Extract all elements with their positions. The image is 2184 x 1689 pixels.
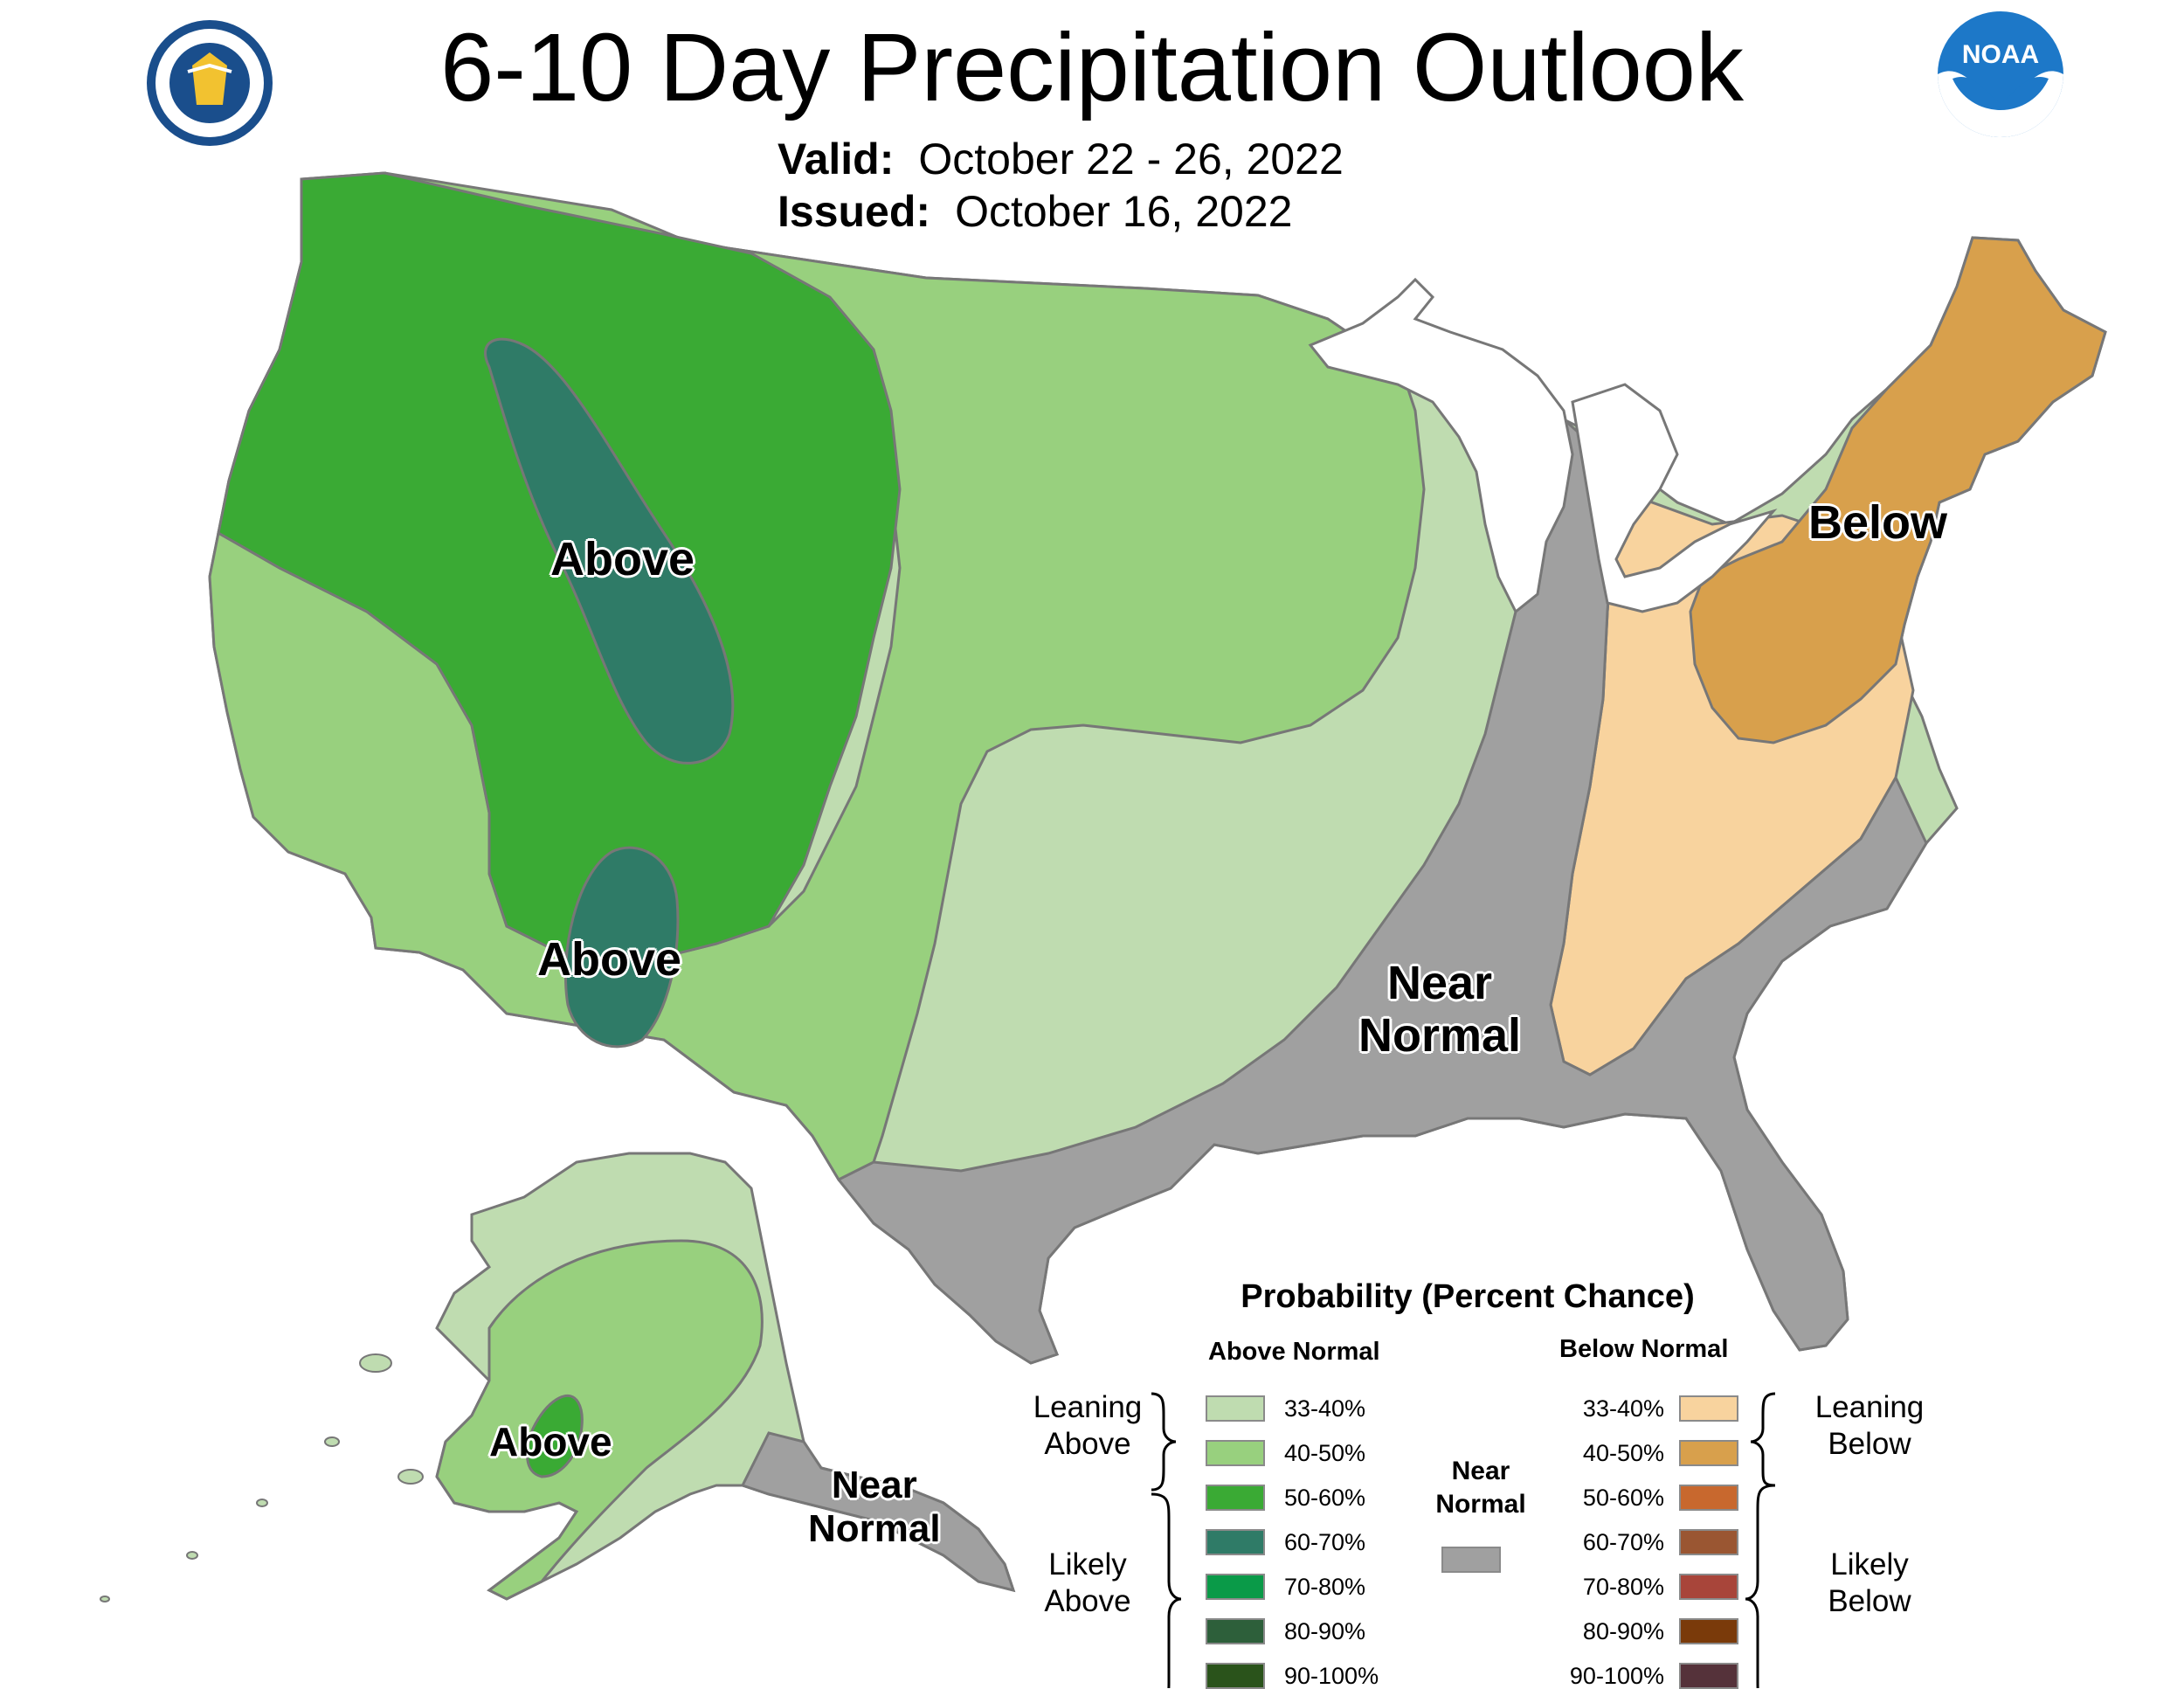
- likely-below-line1: Likely: [1830, 1547, 1909, 1582]
- map-label-near-line1: Near: [1386, 957, 1493, 1009]
- below-swatch: [1679, 1574, 1738, 1600]
- legend-below-head: Below Normal: [1559, 1335, 1729, 1363]
- near-normal-region: [809, 417, 1928, 1365]
- above-core-south: [564, 846, 680, 1049]
- department-of-commerce-seal-icon: [147, 20, 273, 146]
- near-normal-legend-line2: Normal: [1435, 1490, 1526, 1519]
- above-swatch: [1206, 1529, 1265, 1555]
- near-normal-legend-label: Near Normal: [1406, 1455, 1555, 1521]
- above-percent-label: 50-60%: [1284, 1485, 1366, 1511]
- likely-below-line2: Below: [1828, 1584, 1911, 1618]
- above-percent-label: 70-80%: [1284, 1574, 1366, 1600]
- map-label-above-south: Above: [537, 933, 682, 986]
- above-swatch: [1206, 1574, 1265, 1600]
- noaa-logo-text: NOAA: [1962, 40, 2039, 69]
- likely-below-label: Likely Below: [1795, 1547, 1944, 1620]
- valid-value: October 22 - 26, 2022: [918, 135, 1344, 183]
- aleutian-islands: [100, 1353, 424, 1602]
- below-percent-label: 70-80%: [1582, 1574, 1664, 1600]
- map-label-above-north: Above: [550, 533, 695, 585]
- leaning-above-line1: Leaning: [1033, 1390, 1143, 1424]
- issued-row: Issued: October 16, 2022: [778, 185, 1292, 238]
- below-swatch: [1679, 1485, 1738, 1511]
- issued-label: Issued:: [778, 187, 931, 236]
- below-percent-label: 40-50%: [1582, 1440, 1664, 1466]
- likely-above-line2: Above: [1044, 1584, 1131, 1618]
- below-percent-label: 33-40%: [1582, 1395, 1664, 1422]
- noaa-logo-icon: NOAA: [1938, 11, 2063, 137]
- below-region-northeast: [1689, 236, 2107, 744]
- leaning-below-line1: Leaning: [1814, 1390, 1925, 1424]
- below-swatch: [1679, 1618, 1738, 1644]
- alaska-above-core: [525, 1395, 584, 1478]
- leaning-below-line2: Below: [1828, 1427, 1911, 1461]
- map-label-below: Below: [1808, 496, 1948, 549]
- alaska-leaning-above-region: [435, 1239, 764, 1601]
- above-percent-label: 40-50%: [1284, 1440, 1366, 1466]
- alaska-near-normal-region: [740, 1431, 1016, 1593]
- map-label-normal-line2: Normal: [1358, 1009, 1522, 1062]
- map-label-alaska-above: Above: [489, 1419, 612, 1464]
- page-title: 6-10 Day Precipitation Outlook: [440, 14, 1744, 121]
- valid-label: Valid:: [778, 135, 895, 183]
- below-swatch: [1679, 1395, 1738, 1422]
- below-percent-label: 60-70%: [1582, 1529, 1664, 1555]
- legend-brackets: [1151, 1392, 1776, 1688]
- issued-value: October 16, 2022: [955, 187, 1293, 236]
- great-lakes: [1308, 277, 1778, 614]
- above-percent-label: 60-70%: [1284, 1529, 1366, 1555]
- above-swatch: [1206, 1618, 1265, 1644]
- near-normal-swatch: [1441, 1547, 1501, 1573]
- below-swatch: [1679, 1440, 1738, 1466]
- below-swatch: [1679, 1663, 1738, 1689]
- above-swatch: [1206, 1440, 1265, 1466]
- below-percent-label: 50-60%: [1582, 1485, 1664, 1511]
- above-percent-label: 33-40%: [1284, 1395, 1366, 1422]
- leaning-above-region: [208, 171, 1426, 1181]
- map-label-alaska-near-normal: Near Normal: [808, 1464, 941, 1551]
- above-percent-label: 90-100%: [1284, 1663, 1379, 1689]
- above-swatch: [1206, 1485, 1265, 1511]
- above-swatch: [1206, 1395, 1265, 1422]
- legend-title: Probability (Percent Chance): [1241, 1278, 1695, 1315]
- map-label-alaska-normal-line2: Normal: [808, 1507, 941, 1550]
- leaning-above-label: Leaning Above: [1013, 1389, 1162, 1463]
- map-label-alaska-near-line1: Near: [831, 1464, 917, 1506]
- likely-above-label: Likely Above: [1013, 1547, 1162, 1620]
- below-percent-label: 80-90%: [1582, 1618, 1664, 1644]
- leaning-below-label: Leaning Below: [1795, 1389, 1944, 1463]
- map-label-near-normal: Near Normal: [1358, 957, 1521, 1062]
- above-percent-label: 80-90%: [1284, 1618, 1366, 1644]
- above-region-west: [217, 171, 902, 963]
- above-swatch: [1206, 1663, 1265, 1689]
- below-percent-label: 90-100%: [1569, 1663, 1664, 1689]
- near-normal-legend-line1: Near: [1451, 1457, 1510, 1485]
- leaning-above-line2: Above: [1044, 1427, 1131, 1461]
- valid-row: Valid: October 22 - 26, 2022: [778, 133, 1344, 185]
- likely-above-line1: Likely: [1048, 1547, 1127, 1582]
- above-core-north: [484, 337, 735, 765]
- below-swatch: [1679, 1529, 1738, 1555]
- legend-above-head: Above Normal: [1208, 1338, 1380, 1366]
